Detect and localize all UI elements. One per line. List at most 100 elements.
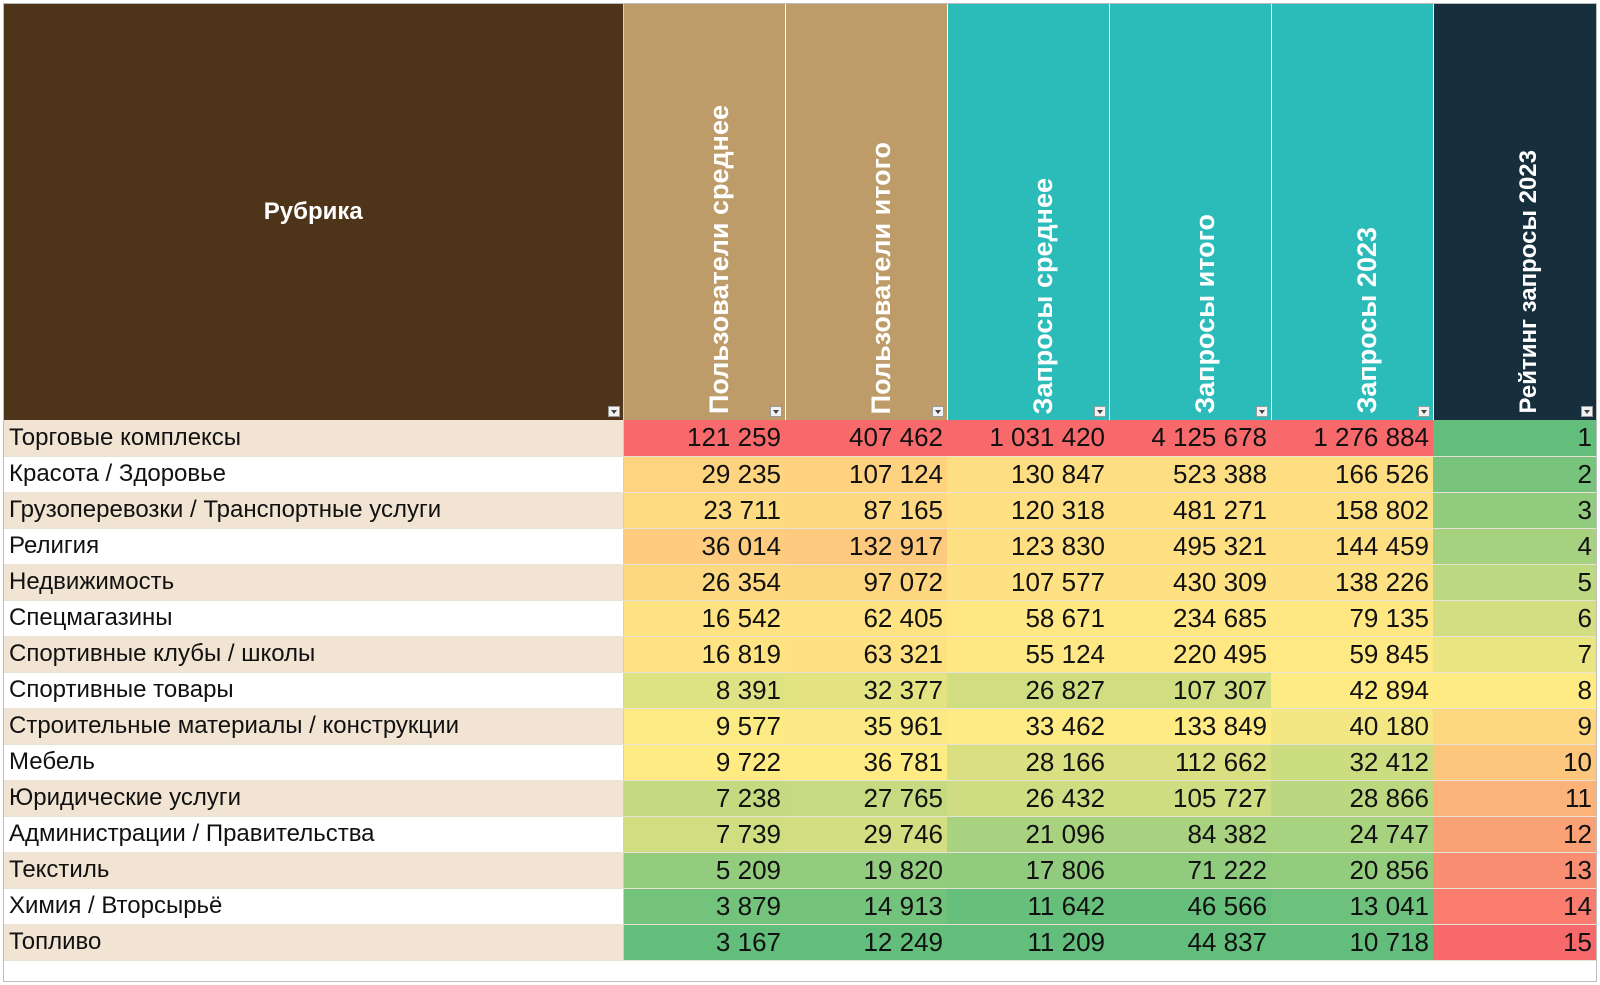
cell-queries-total[interactable]: 523 388 <box>1109 456 1271 493</box>
cell-queries-2023[interactable]: 166 526 <box>1271 456 1433 493</box>
cell-queries-avg[interactable]: 11 209 <box>947 924 1109 961</box>
cell-users-total[interactable]: 32 377 <box>785 672 947 709</box>
cell-queries-2023[interactable]: 10 718 <box>1271 924 1433 961</box>
cell-rubric[interactable]: Химия / Вторсырьё <box>4 888 624 925</box>
cell-queries-avg[interactable]: 28 166 <box>947 744 1109 781</box>
cell-queries-avg[interactable]: 26 432 <box>947 780 1109 817</box>
cell-users-total[interactable]: 27 765 <box>785 780 947 817</box>
cell-rubric[interactable]: Мебель <box>4 744 624 781</box>
cell-queries-2023[interactable]: 28 866 <box>1271 780 1433 817</box>
cell-queries-avg[interactable]: 1 031 420 <box>947 420 1109 457</box>
cell-users-total[interactable]: 12 249 <box>785 924 947 961</box>
filter-dropdown-icon[interactable] <box>1093 406 1106 417</box>
cell-rubric[interactable]: Спортивные клубы / школы <box>4 636 624 673</box>
cell-rating[interactable]: 13 <box>1433 852 1596 889</box>
cell-users-total[interactable]: 19 820 <box>785 852 947 889</box>
cell-users-avg[interactable]: 9 722 <box>623 744 785 781</box>
filter-dropdown-icon[interactable] <box>931 406 944 417</box>
cell-users-total[interactable]: 407 462 <box>785 420 947 457</box>
cell-rubric[interactable]: Грузоперевозки / Транспортные услуги <box>4 492 624 529</box>
cell-queries-total[interactable]: 46 566 <box>1109 888 1271 925</box>
sort-filter-dropdown-icon[interactable] <box>1580 406 1593 417</box>
cell-queries-total[interactable]: 112 662 <box>1109 744 1271 781</box>
cell-users-avg[interactable]: 16 542 <box>623 600 785 637</box>
cell-queries-total[interactable]: 481 271 <box>1109 492 1271 529</box>
cell-users-total[interactable]: 35 961 <box>785 708 947 745</box>
cell-users-avg[interactable]: 3 879 <box>623 888 785 925</box>
cell-queries-avg[interactable]: 33 462 <box>947 708 1109 745</box>
cell-queries-total[interactable]: 495 321 <box>1109 528 1271 565</box>
cell-users-avg[interactable]: 23 711 <box>623 492 785 529</box>
cell-queries-avg[interactable]: 58 671 <box>947 600 1109 637</box>
cell-rating[interactable]: 7 <box>1433 636 1596 673</box>
cell-queries-avg[interactable]: 17 806 <box>947 852 1109 889</box>
cell-rating[interactable]: 2 <box>1433 456 1596 493</box>
cell-rubric[interactable]: Красота / Здоровье <box>4 456 624 493</box>
cell-queries-avg[interactable]: 123 830 <box>947 528 1109 565</box>
cell-queries-2023[interactable]: 158 802 <box>1271 492 1433 529</box>
cell-users-total[interactable]: 132 917 <box>785 528 947 565</box>
cell-queries-total[interactable]: 4 125 678 <box>1109 420 1271 457</box>
cell-queries-2023[interactable]: 13 041 <box>1271 888 1433 925</box>
cell-queries-total[interactable]: 220 495 <box>1109 636 1271 673</box>
cell-rating[interactable]: 11 <box>1433 780 1596 817</box>
cell-users-total[interactable]: 62 405 <box>785 600 947 637</box>
filter-dropdown-icon[interactable] <box>1417 406 1430 417</box>
cell-users-avg[interactable]: 7 739 <box>623 816 785 853</box>
cell-users-total[interactable]: 97 072 <box>785 564 947 601</box>
cell-rating[interactable]: 6 <box>1433 600 1596 637</box>
cell-rating[interactable]: 9 <box>1433 708 1596 745</box>
cell-users-total[interactable]: 107 124 <box>785 456 947 493</box>
cell-rubric[interactable]: Строительные материалы / конструкции <box>4 708 624 745</box>
cell-rubric[interactable]: Юридические услуги <box>4 780 624 817</box>
cell-queries-avg[interactable]: 26 827 <box>947 672 1109 709</box>
cell-queries-2023[interactable]: 42 894 <box>1271 672 1433 709</box>
cell-users-avg[interactable]: 5 209 <box>623 852 785 889</box>
cell-users-avg[interactable]: 3 167 <box>623 924 785 961</box>
cell-rating[interactable]: 8 <box>1433 672 1596 709</box>
cell-queries-2023[interactable]: 20 856 <box>1271 852 1433 889</box>
cell-users-total[interactable]: 36 781 <box>785 744 947 781</box>
cell-users-total[interactable]: 63 321 <box>785 636 947 673</box>
cell-users-total[interactable]: 29 746 <box>785 816 947 853</box>
cell-queries-avg[interactable]: 11 642 <box>947 888 1109 925</box>
cell-queries-total[interactable]: 44 837 <box>1109 924 1271 961</box>
cell-queries-total[interactable]: 71 222 <box>1109 852 1271 889</box>
cell-rubric[interactable]: Топливо <box>4 924 624 961</box>
cell-users-avg[interactable]: 29 235 <box>623 456 785 493</box>
filter-dropdown-icon[interactable] <box>607 406 620 417</box>
cell-rating[interactable]: 4 <box>1433 528 1596 565</box>
cell-queries-2023[interactable]: 138 226 <box>1271 564 1433 601</box>
cell-users-avg[interactable]: 9 577 <box>623 708 785 745</box>
filter-dropdown-icon[interactable] <box>769 406 782 417</box>
cell-queries-total[interactable]: 430 309 <box>1109 564 1271 601</box>
cell-rating[interactable]: 15 <box>1433 924 1596 961</box>
cell-queries-total[interactable]: 105 727 <box>1109 780 1271 817</box>
cell-rubric[interactable]: Администрации / Правительства <box>4 816 624 853</box>
cell-queries-total[interactable]: 234 685 <box>1109 600 1271 637</box>
cell-queries-2023[interactable]: 144 459 <box>1271 528 1433 565</box>
cell-rubric[interactable]: Текстиль <box>4 852 624 889</box>
cell-queries-avg[interactable]: 130 847 <box>947 456 1109 493</box>
cell-users-total[interactable]: 87 165 <box>785 492 947 529</box>
cell-queries-total[interactable]: 133 849 <box>1109 708 1271 745</box>
cell-queries-2023[interactable]: 32 412 <box>1271 744 1433 781</box>
cell-queries-2023[interactable]: 24 747 <box>1271 816 1433 853</box>
cell-users-avg[interactable]: 16 819 <box>623 636 785 673</box>
cell-queries-2023[interactable]: 1 276 884 <box>1271 420 1433 457</box>
cell-queries-2023[interactable]: 40 180 <box>1271 708 1433 745</box>
cell-rating[interactable]: 14 <box>1433 888 1596 925</box>
cell-rubric[interactable]: Спортивные товары <box>4 672 624 709</box>
cell-rubric[interactable]: Недвижимость <box>4 564 624 601</box>
cell-rubric[interactable]: Торговые комплексы <box>4 420 624 457</box>
cell-users-avg[interactable]: 7 238 <box>623 780 785 817</box>
filter-dropdown-icon[interactable] <box>1255 406 1268 417</box>
cell-rating[interactable]: 12 <box>1433 816 1596 853</box>
cell-users-total[interactable]: 14 913 <box>785 888 947 925</box>
cell-queries-avg[interactable]: 107 577 <box>947 564 1109 601</box>
cell-rating[interactable]: 10 <box>1433 744 1596 781</box>
cell-queries-avg[interactable]: 55 124 <box>947 636 1109 673</box>
cell-rubric[interactable]: Религия <box>4 528 624 565</box>
cell-users-avg[interactable]: 36 014 <box>623 528 785 565</box>
cell-users-avg[interactable]: 121 259 <box>623 420 785 457</box>
